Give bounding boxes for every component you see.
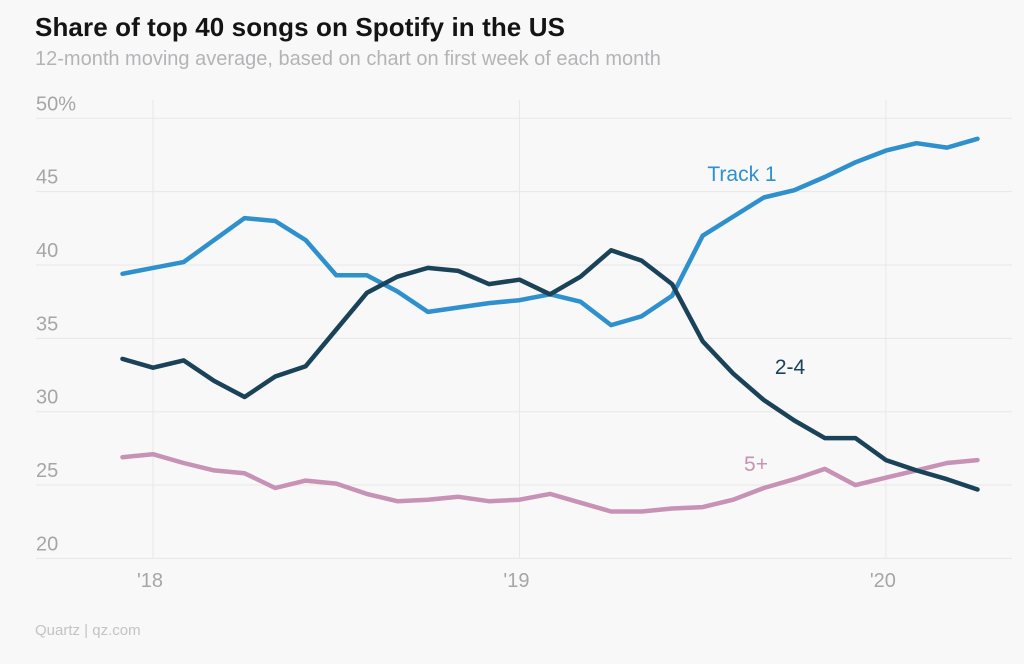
y-tick-label: 45 — [36, 167, 58, 189]
series-line-5 — [120, 451, 980, 514]
y-tick-label: 50% — [36, 93, 76, 115]
y-tick-label: 40 — [36, 240, 58, 262]
series-line-2-4 — [120, 248, 980, 492]
series-label-5: 5+ — [744, 453, 768, 476]
x-tick-label: '19 — [503, 570, 529, 592]
series-label-track-1: Track 1 — [707, 163, 776, 186]
series-label-2-4: 2-4 — [775, 356, 806, 379]
x-tick-label: '18 — [137, 570, 163, 592]
y-tick-label: 35 — [36, 313, 58, 335]
source-credit: Quartz | qz.com — [35, 622, 141, 639]
page-title: Share of top 40 songs on Spotify in the … — [35, 12, 566, 42]
series-line-track-1 — [120, 136, 980, 328]
y-tick-label: 30 — [36, 387, 58, 409]
page-subtitle: 12-month moving average, based on chart … — [35, 48, 661, 70]
y-tick-label: 25 — [36, 460, 58, 482]
y-tick-label: 20 — [36, 533, 58, 555]
x-tick-label: '20 — [870, 570, 896, 592]
